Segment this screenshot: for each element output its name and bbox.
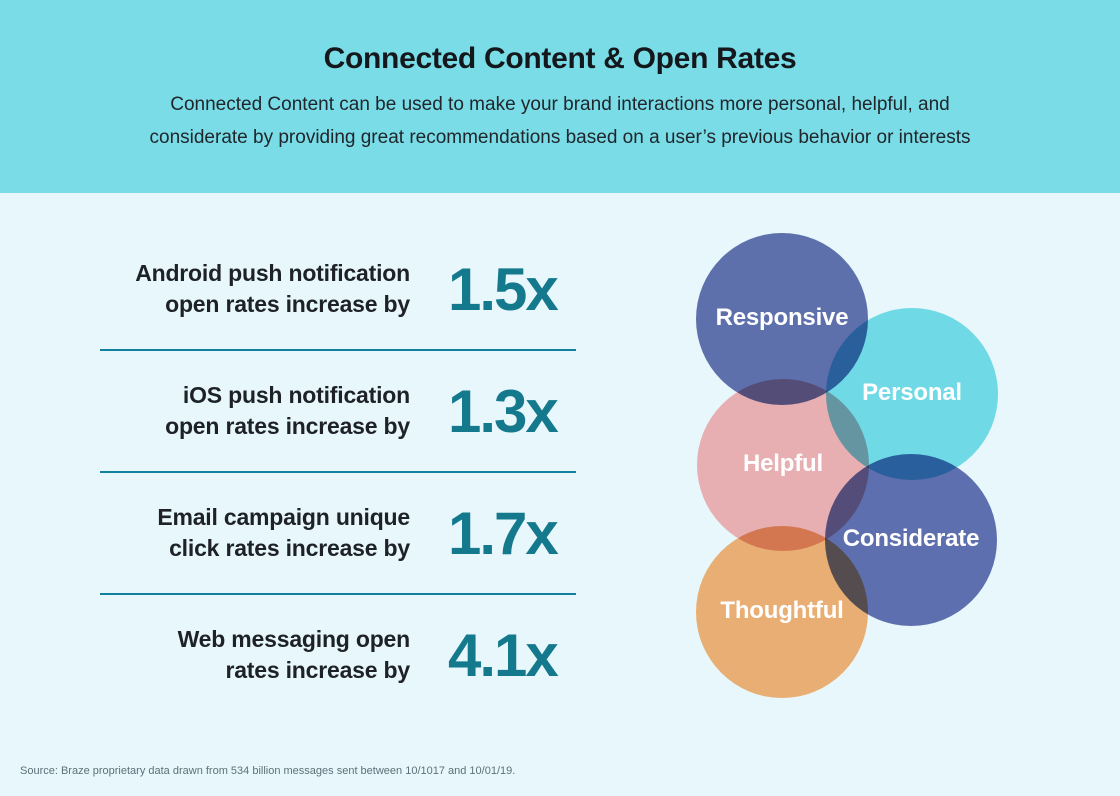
stat-label-line-1: Android push notification xyxy=(135,260,410,286)
stat-label: Web messaging open rates increase by xyxy=(177,624,411,686)
stat-label: iOS push notification open rates increas… xyxy=(165,380,410,442)
stat-divider xyxy=(100,471,576,473)
venn-circle-personal xyxy=(826,308,998,480)
subtitle-line-2: considerate by providing great recommend… xyxy=(149,127,971,148)
stat-row-ios-push: iOS push notification open rates increas… xyxy=(100,351,576,471)
stat-label: Email campaign unique click rates increa… xyxy=(157,502,410,564)
stats-panel: Android push notification open rates inc… xyxy=(100,229,576,715)
venn-circle-responsive xyxy=(696,233,868,405)
page-title: Connected Content & Open Rates xyxy=(323,42,797,75)
stat-value: 1.7x xyxy=(448,499,559,567)
stat-value: 1.3x xyxy=(448,377,559,445)
stat-label-line-2: click rates increase by xyxy=(169,535,410,561)
venn-circle-helpful xyxy=(697,379,869,551)
venn-label-thoughtful: Thoughtful xyxy=(720,597,844,624)
source-note: Source: Braze proprietary data drawn fro… xyxy=(20,765,516,777)
stat-label-line-2: open rates increase by xyxy=(165,291,410,317)
venn-label-helpful: Helpful xyxy=(743,450,823,477)
stat-value: 1.5x xyxy=(448,255,559,323)
stat-label: Android push notification open rates inc… xyxy=(135,258,410,320)
venn-label-considerate: Considerate xyxy=(842,525,980,552)
stat-value: 4.1x xyxy=(448,621,559,689)
stat-label-line-2: open rates increase by xyxy=(165,413,410,439)
stat-label-line-2: rates increase by xyxy=(225,657,410,683)
venn-label-responsive: Responsive xyxy=(715,304,849,331)
venn-label-personal: Personal xyxy=(862,379,962,406)
stat-label-line-1: iOS push notification xyxy=(182,382,410,408)
subtitle: Connected Content can be used to make yo… xyxy=(0,88,1120,154)
stat-label-line-1: Web messaging open xyxy=(177,626,411,652)
stat-divider xyxy=(100,349,576,351)
stat-row-email-click: Email campaign unique click rates increa… xyxy=(100,473,576,593)
subtitle-line-1: Connected Content can be used to make yo… xyxy=(170,94,950,115)
stat-row-android-push: Android push notification open rates inc… xyxy=(100,229,576,349)
venn-circle-considerate xyxy=(825,454,997,626)
stat-row-web-messaging: Web messaging open rates increase by 4.1… xyxy=(100,595,576,715)
venn-circle-thoughtful xyxy=(696,526,868,698)
stat-label-line-1: Email campaign unique xyxy=(157,504,410,530)
header-banner: Connected Content & Open Rates Connected… xyxy=(0,0,1120,193)
stat-divider xyxy=(100,593,576,595)
